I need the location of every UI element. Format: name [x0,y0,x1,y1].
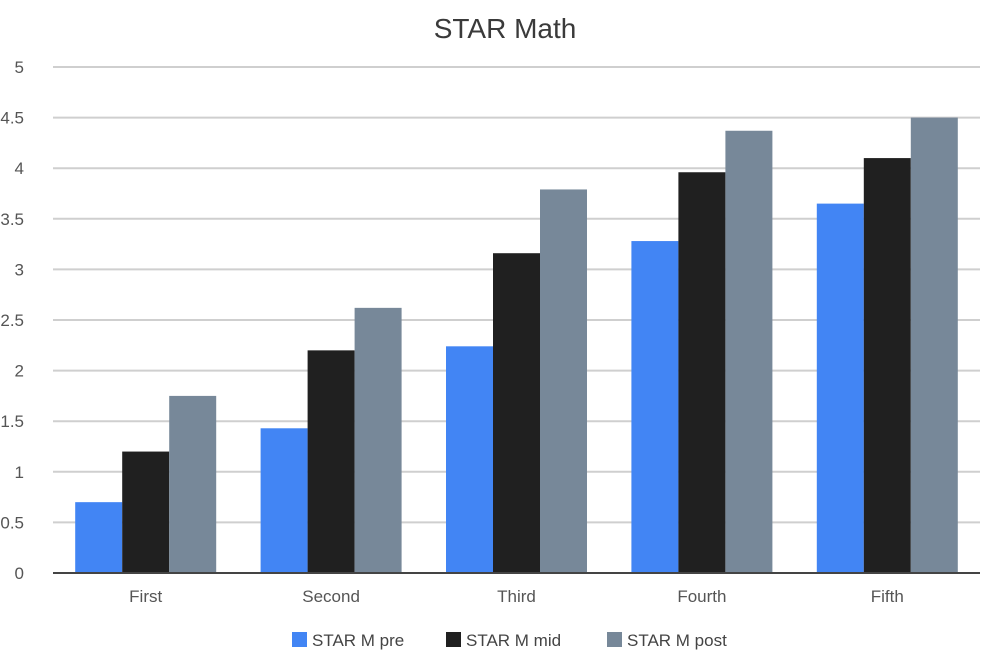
bar-star-m-pre-fifth [816,203,864,573]
y-tick-label: 3 [15,260,24,279]
y-tick-label: 4.5 [0,109,24,128]
y-tick-label: 1.5 [0,412,24,431]
bar-star-m-post-second [354,307,402,573]
legend-swatch [607,632,622,647]
x-tick-label: Third [497,587,536,606]
bar-star-m-mid-fifth [863,158,911,573]
bar-star-m-post-first [169,395,217,573]
bars [75,117,958,574]
bar-star-m-mid-second [307,350,355,573]
legend-swatch [292,632,307,647]
x-tick-label: First [129,587,162,606]
x-tick-label: Second [302,587,360,606]
bar-star-m-pre-first [75,502,123,573]
y-tick-label: 4 [15,159,24,178]
y-tick-label: 0.5 [0,513,24,532]
y-tick-label: 3.5 [0,210,24,229]
bar-star-m-pre-second [260,428,308,573]
y-axis-ticks: 0 0.5 1 1.5 2 2.5 3 3.5 4 4.5 5 [0,58,24,583]
chart-title: STAR Math [434,13,577,44]
x-axis-ticks: First Second Third Fourth Fifth [129,587,904,606]
x-tick-label: Fifth [871,587,904,606]
y-tick-label: 1 [15,463,24,482]
legend: STAR M pre STAR M mid STAR M post [292,631,727,650]
bar-star-m-mid-first [122,451,170,573]
legend-label: STAR M post [627,631,727,650]
bar-star-m-post-fifth [910,117,958,573]
bar-star-m-mid-fourth [678,172,726,574]
bar-star-m-pre-third [446,346,493,573]
y-tick-label: 2.5 [0,311,24,330]
y-tick-label: 2 [15,362,24,381]
x-tick-label: Fourth [677,587,726,606]
legend-label: STAR M pre [312,631,404,650]
bar-star-m-pre-fourth [631,241,679,573]
bar-star-m-post-fourth [725,130,773,574]
bar-star-m-mid-third [493,253,540,573]
bar-star-m-post-third [540,189,587,573]
legend-swatch [446,632,461,647]
y-tick-label: 0 [15,564,24,583]
y-tick-label: 5 [15,58,24,77]
legend-label: STAR M mid [466,631,561,650]
